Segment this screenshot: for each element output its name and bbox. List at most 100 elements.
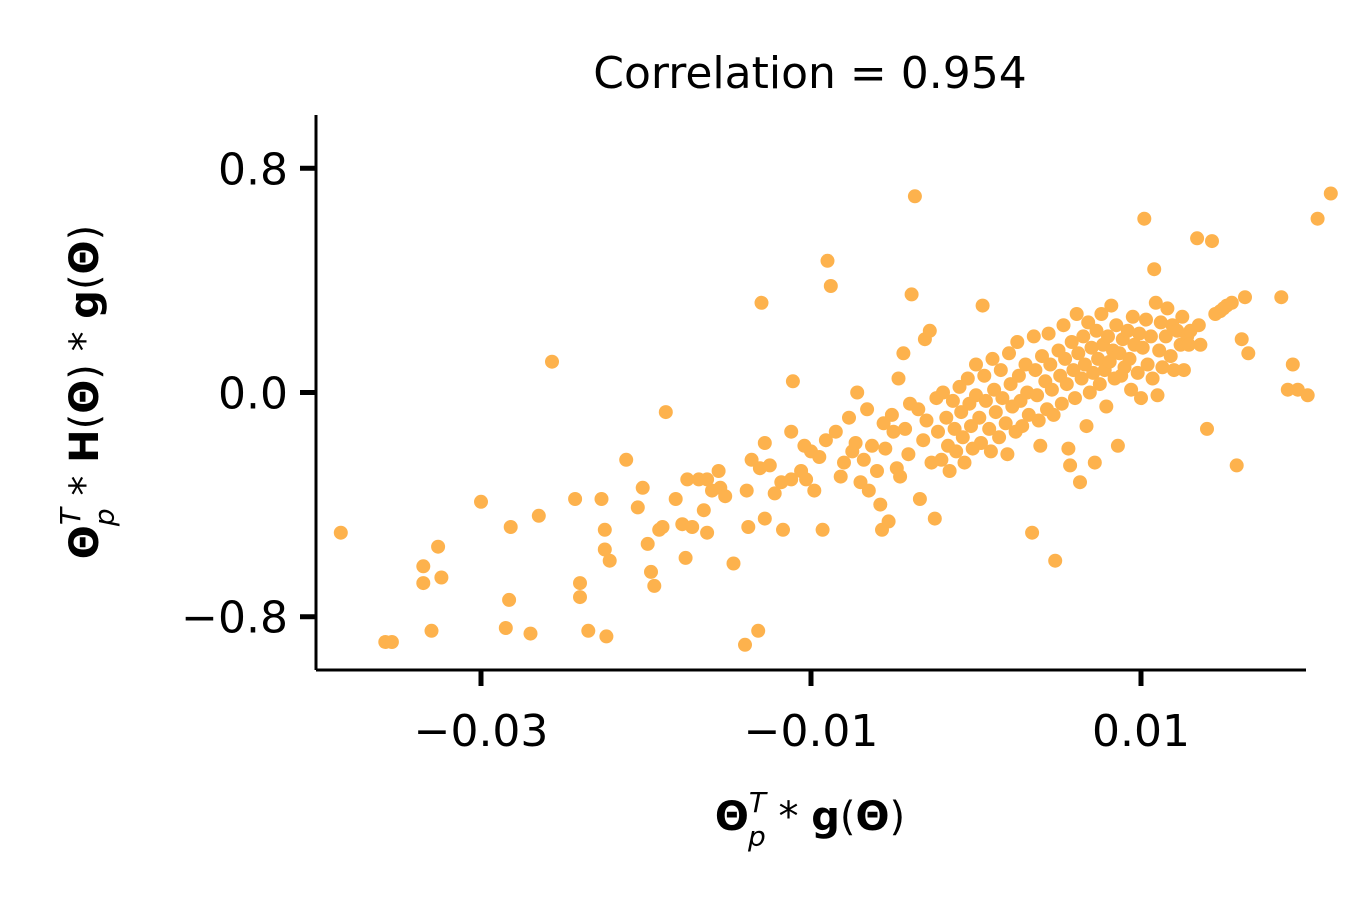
chart-title: Correlation = 0.954 xyxy=(593,48,1026,99)
data-point xyxy=(1163,349,1178,364)
data-point xyxy=(757,436,772,450)
data-point xyxy=(416,576,431,591)
data-point xyxy=(995,391,1010,406)
data-point xyxy=(739,483,754,498)
data-point xyxy=(1148,295,1163,310)
data-point xyxy=(1010,335,1025,349)
data-point xyxy=(912,492,927,506)
data-point xyxy=(647,578,662,593)
data-point xyxy=(474,494,488,509)
data-point xyxy=(1205,234,1219,249)
data-point xyxy=(927,511,942,526)
data-point xyxy=(975,298,990,313)
data-point xyxy=(1059,377,1074,392)
data-point xyxy=(1152,343,1167,358)
data-point xyxy=(865,438,879,453)
data-point xyxy=(1143,329,1158,344)
data-point xyxy=(1094,307,1109,321)
data-point xyxy=(644,564,658,579)
data-point xyxy=(983,444,998,459)
data-point xyxy=(978,393,993,408)
data-point xyxy=(1068,391,1082,406)
data-point xyxy=(1130,365,1145,380)
data-point xyxy=(1137,211,1152,226)
data-point xyxy=(784,472,799,487)
data-point xyxy=(848,436,863,450)
data-point xyxy=(860,402,875,417)
data-point xyxy=(886,424,901,439)
data-point xyxy=(545,354,559,369)
data-point xyxy=(974,436,988,450)
data-point xyxy=(1125,309,1140,324)
data-point xyxy=(1200,421,1214,436)
data-point xyxy=(1120,323,1135,338)
data-point xyxy=(696,503,711,518)
y-axis-ticks: −0.8 0.0 0.8 xyxy=(181,144,316,644)
data-point xyxy=(1109,318,1124,333)
data-point xyxy=(711,464,726,478)
y-tick-label: 0.0 xyxy=(218,369,288,420)
data-point xyxy=(1323,186,1338,201)
data-point xyxy=(939,410,954,425)
x-label-open: ( xyxy=(840,794,856,840)
data-point xyxy=(640,536,655,551)
data-point xyxy=(901,447,916,462)
data-point xyxy=(1091,351,1106,366)
data-point xyxy=(1238,290,1252,305)
data-point xyxy=(1056,318,1071,333)
data-point xyxy=(594,492,609,506)
data-point xyxy=(1175,309,1190,324)
data-point xyxy=(573,590,587,605)
data-point xyxy=(878,441,893,456)
data-point xyxy=(1031,413,1046,428)
x-label-star: * xyxy=(766,794,811,840)
data-point xyxy=(1030,388,1045,403)
data-point xyxy=(907,189,922,204)
data-point xyxy=(799,472,814,487)
x-tick-label: −0.03 xyxy=(414,706,549,757)
data-point xyxy=(784,424,799,439)
data-point xyxy=(993,363,1008,378)
data-point xyxy=(850,385,865,400)
data-point xyxy=(942,464,957,478)
data-point xyxy=(635,480,650,495)
data-point xyxy=(1082,385,1097,400)
data-point xyxy=(945,393,960,408)
x-label-g: g xyxy=(811,794,840,840)
data-point xyxy=(1102,354,1117,369)
data-point xyxy=(767,486,782,501)
x-tick-label: −0.01 xyxy=(744,706,879,757)
data-point xyxy=(898,421,913,436)
data-point xyxy=(1191,318,1206,333)
data-point xyxy=(1241,346,1256,361)
data-point xyxy=(523,626,538,641)
data-point xyxy=(568,492,583,506)
data-point xyxy=(630,500,645,515)
data-point xyxy=(812,450,827,464)
data-point xyxy=(1025,525,1040,540)
data-point xyxy=(911,402,926,417)
data-point xyxy=(985,351,1000,366)
data-point xyxy=(807,483,822,498)
data-point xyxy=(818,433,833,448)
data-point xyxy=(1058,351,1073,366)
data-point xyxy=(837,455,851,470)
y-label-H: H xyxy=(62,429,108,462)
data-point xyxy=(982,421,997,436)
y-axis-label: ΘTp * H(Θ) * g(Θ) xyxy=(54,225,121,559)
data-point xyxy=(873,497,888,512)
scatter-points xyxy=(333,186,1338,652)
data-point xyxy=(502,592,517,607)
data-point xyxy=(1043,357,1058,372)
data-point xyxy=(1054,396,1069,411)
data-point xyxy=(1076,329,1091,344)
y-label-theta2: Θ xyxy=(62,380,108,414)
data-point xyxy=(992,430,1007,445)
data-point xyxy=(751,623,766,638)
data-point xyxy=(931,424,945,439)
data-point xyxy=(1073,475,1087,490)
data-point xyxy=(1089,323,1104,338)
data-point xyxy=(655,520,670,534)
data-point xyxy=(1046,407,1061,422)
data-point xyxy=(916,433,931,448)
